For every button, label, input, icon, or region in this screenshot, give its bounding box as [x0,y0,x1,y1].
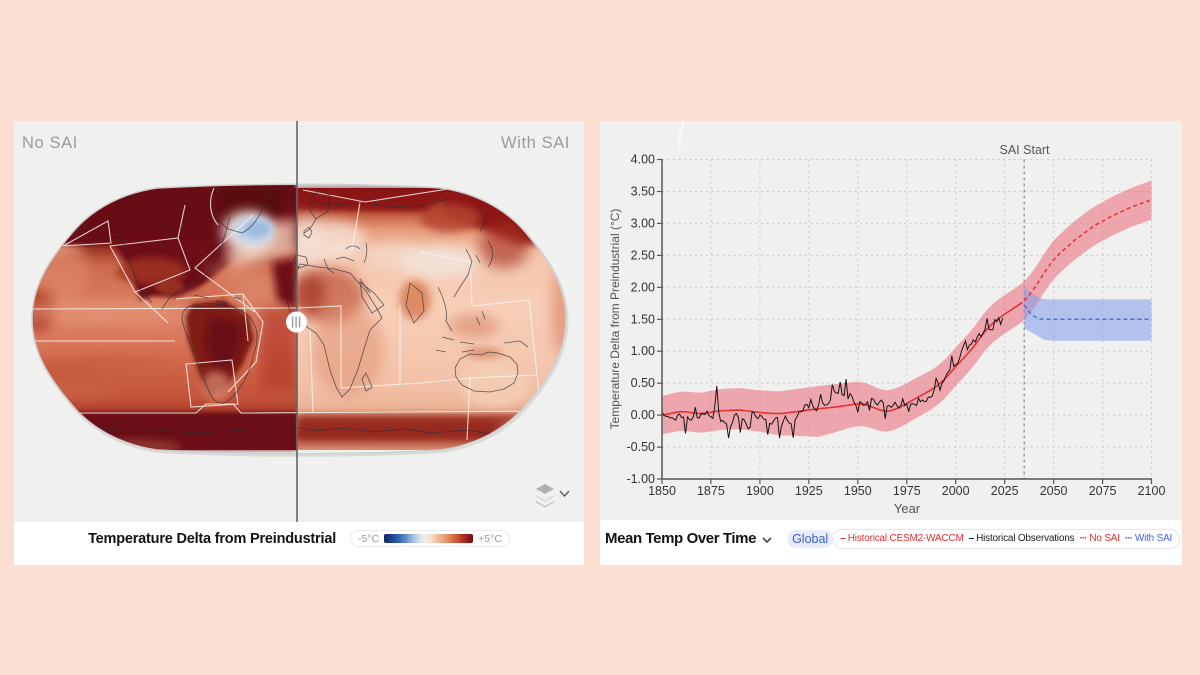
svg-text:1950: 1950 [844,484,872,498]
svg-text:2.50: 2.50 [631,248,655,262]
svg-text:-1.00: -1.00 [627,472,656,486]
svg-text:1900: 1900 [746,484,774,498]
svg-text:2075: 2075 [1089,484,1117,498]
svg-text:2025: 2025 [991,484,1019,498]
svg-text:2050: 2050 [1040,484,1068,498]
svg-text:Temperature Delta from Preindu: Temperature Delta from Preindustrial (°C… [608,209,622,430]
svg-text:1.50: 1.50 [631,312,655,326]
svg-text:4.00: 4.00 [631,153,655,167]
svg-text:0.00: 0.00 [631,408,655,422]
svg-text:2.00: 2.00 [631,280,655,294]
svg-text:1925: 1925 [795,484,823,498]
svg-text:1850: 1850 [648,484,676,498]
svg-text:3.00: 3.00 [631,216,655,230]
svg-text:0.50: 0.50 [631,376,655,390]
svg-text:Year: Year [894,501,921,516]
svg-text:1.00: 1.00 [631,344,655,358]
svg-text:2000: 2000 [942,484,970,498]
svg-text:1875: 1875 [697,484,725,498]
svg-text:2100: 2100 [1138,484,1166,498]
svg-text:SAI Start: SAI Start [999,143,1050,157]
svg-text:1975: 1975 [893,484,921,498]
svg-text:3.50: 3.50 [631,185,655,199]
svg-text:-0.50: -0.50 [627,440,656,454]
